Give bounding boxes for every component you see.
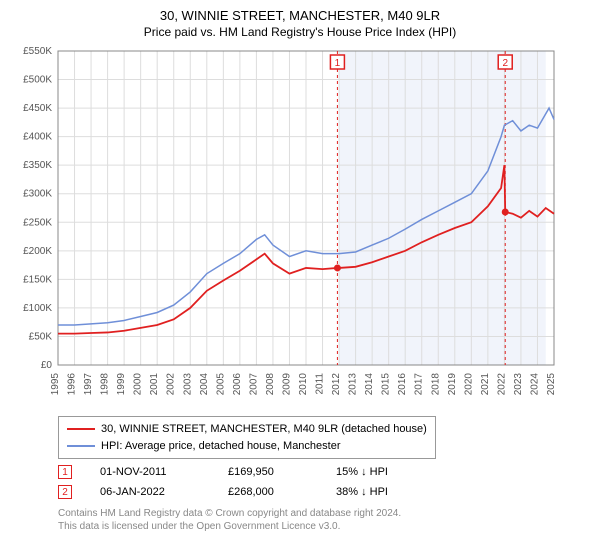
sale-data-row: 1 01-NOV-2011 £169,950 15% ↓ HPI: [58, 465, 590, 479]
legend-label: HPI: Average price, detached house, Manc…: [101, 438, 341, 455]
svg-text:2009: 2009: [281, 373, 292, 396]
svg-text:1: 1: [335, 58, 341, 69]
svg-text:2001: 2001: [149, 373, 160, 396]
svg-text:2007: 2007: [248, 373, 259, 396]
svg-text:2010: 2010: [298, 373, 309, 396]
svg-text:£350K: £350K: [23, 160, 52, 171]
svg-text:£450K: £450K: [23, 103, 52, 114]
svg-text:1997: 1997: [83, 373, 94, 396]
svg-text:1995: 1995: [50, 373, 61, 396]
svg-text:2006: 2006: [232, 373, 243, 396]
legend-swatch: [67, 445, 95, 447]
svg-text:2015: 2015: [381, 373, 392, 396]
sale-price: £169,950: [228, 466, 308, 478]
svg-text:2023: 2023: [513, 373, 524, 396]
legend-item: HPI: Average price, detached house, Manc…: [67, 438, 427, 455]
footer-line2: This data is licensed under the Open Gov…: [58, 520, 590, 533]
svg-text:£400K: £400K: [23, 132, 52, 143]
svg-text:2016: 2016: [397, 373, 408, 396]
svg-text:£0: £0: [41, 360, 53, 371]
svg-text:2025: 2025: [546, 373, 557, 396]
marker-box: 2: [58, 485, 72, 499]
svg-text:£250K: £250K: [23, 217, 52, 228]
svg-text:2005: 2005: [215, 373, 226, 396]
svg-text:2024: 2024: [529, 373, 540, 396]
sale-data-row: 2 06-JAN-2022 £268,000 38% ↓ HPI: [58, 485, 590, 499]
svg-text:2: 2: [502, 58, 508, 69]
chart-title: 30, WINNIE STREET, MANCHESTER, M40 9LR: [10, 8, 590, 23]
sale-date: 01-NOV-2011: [100, 466, 200, 478]
line-chart: £0 £50K £100K £150K £200K £250K £300K £350K £400…: [10, 45, 570, 405]
chart-subtitle: Price paid vs. HM Land Registry's House …: [10, 25, 590, 39]
svg-text:2008: 2008: [265, 373, 276, 396]
svg-text:2011: 2011: [315, 373, 326, 395]
svg-text:2017: 2017: [414, 373, 425, 396]
svg-text:1996: 1996: [67, 373, 78, 396]
sale-pct: 38% ↓ HPI: [336, 486, 388, 498]
svg-text:2018: 2018: [430, 373, 441, 396]
svg-text:2004: 2004: [199, 373, 210, 396]
svg-text:2003: 2003: [182, 373, 193, 396]
svg-text:2002: 2002: [166, 373, 177, 396]
legend-item: 30, WINNIE STREET, MANCHESTER, M40 9LR (…: [67, 421, 427, 438]
legend-swatch: [67, 428, 95, 430]
chart-area: £0 £50K £100K £150K £200K £250K £300K £350K £400…: [10, 45, 590, 410]
svg-text:2020: 2020: [463, 373, 474, 396]
svg-text:2013: 2013: [348, 373, 359, 396]
legend-label: 30, WINNIE STREET, MANCHESTER, M40 9LR (…: [101, 421, 427, 438]
svg-text:2019: 2019: [447, 373, 458, 396]
svg-text:1999: 1999: [116, 373, 127, 396]
legend: 30, WINNIE STREET, MANCHESTER, M40 9LR (…: [58, 416, 436, 459]
svg-text:2014: 2014: [364, 373, 375, 396]
svg-text:£300K: £300K: [23, 189, 52, 200]
svg-text:£550K: £550K: [23, 46, 52, 57]
svg-text:1998: 1998: [100, 373, 111, 396]
svg-text:2021: 2021: [480, 373, 491, 396]
svg-text:£100K: £100K: [23, 303, 52, 314]
sale-price: £268,000: [228, 486, 308, 498]
sale-pct: 15% ↓ HPI: [336, 466, 388, 478]
svg-text:2012: 2012: [331, 373, 342, 396]
marker-box: 1: [58, 465, 72, 479]
footer-line1: Contains HM Land Registry data © Crown c…: [58, 507, 590, 520]
svg-text:£200K: £200K: [23, 246, 52, 257]
svg-text:2000: 2000: [133, 373, 144, 396]
svg-text:£50K: £50K: [29, 331, 53, 342]
svg-text:£150K: £150K: [23, 274, 52, 285]
svg-text:2022: 2022: [496, 373, 507, 396]
svg-text:£500K: £500K: [23, 75, 52, 86]
sale-date: 06-JAN-2022: [100, 486, 200, 498]
footer-note: Contains HM Land Registry data © Crown c…: [58, 507, 590, 533]
